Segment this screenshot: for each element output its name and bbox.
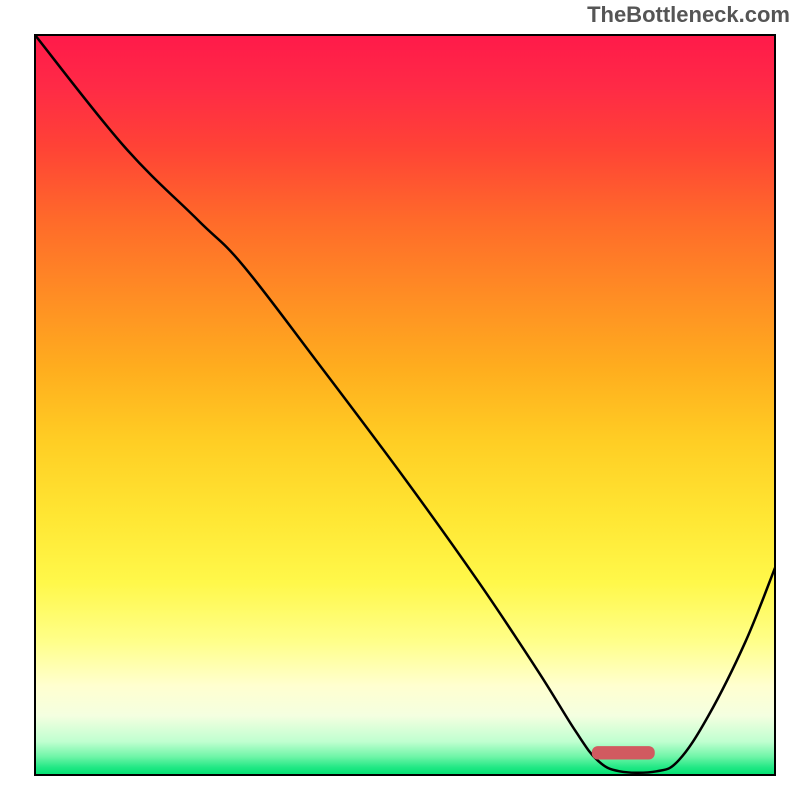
optimal-range-marker [592,746,655,759]
bottleneck-chart [0,0,800,800]
chart-container: TheBottleneck.com [0,0,800,800]
gradient-background [35,35,775,775]
watermark-text: TheBottleneck.com [587,2,790,28]
